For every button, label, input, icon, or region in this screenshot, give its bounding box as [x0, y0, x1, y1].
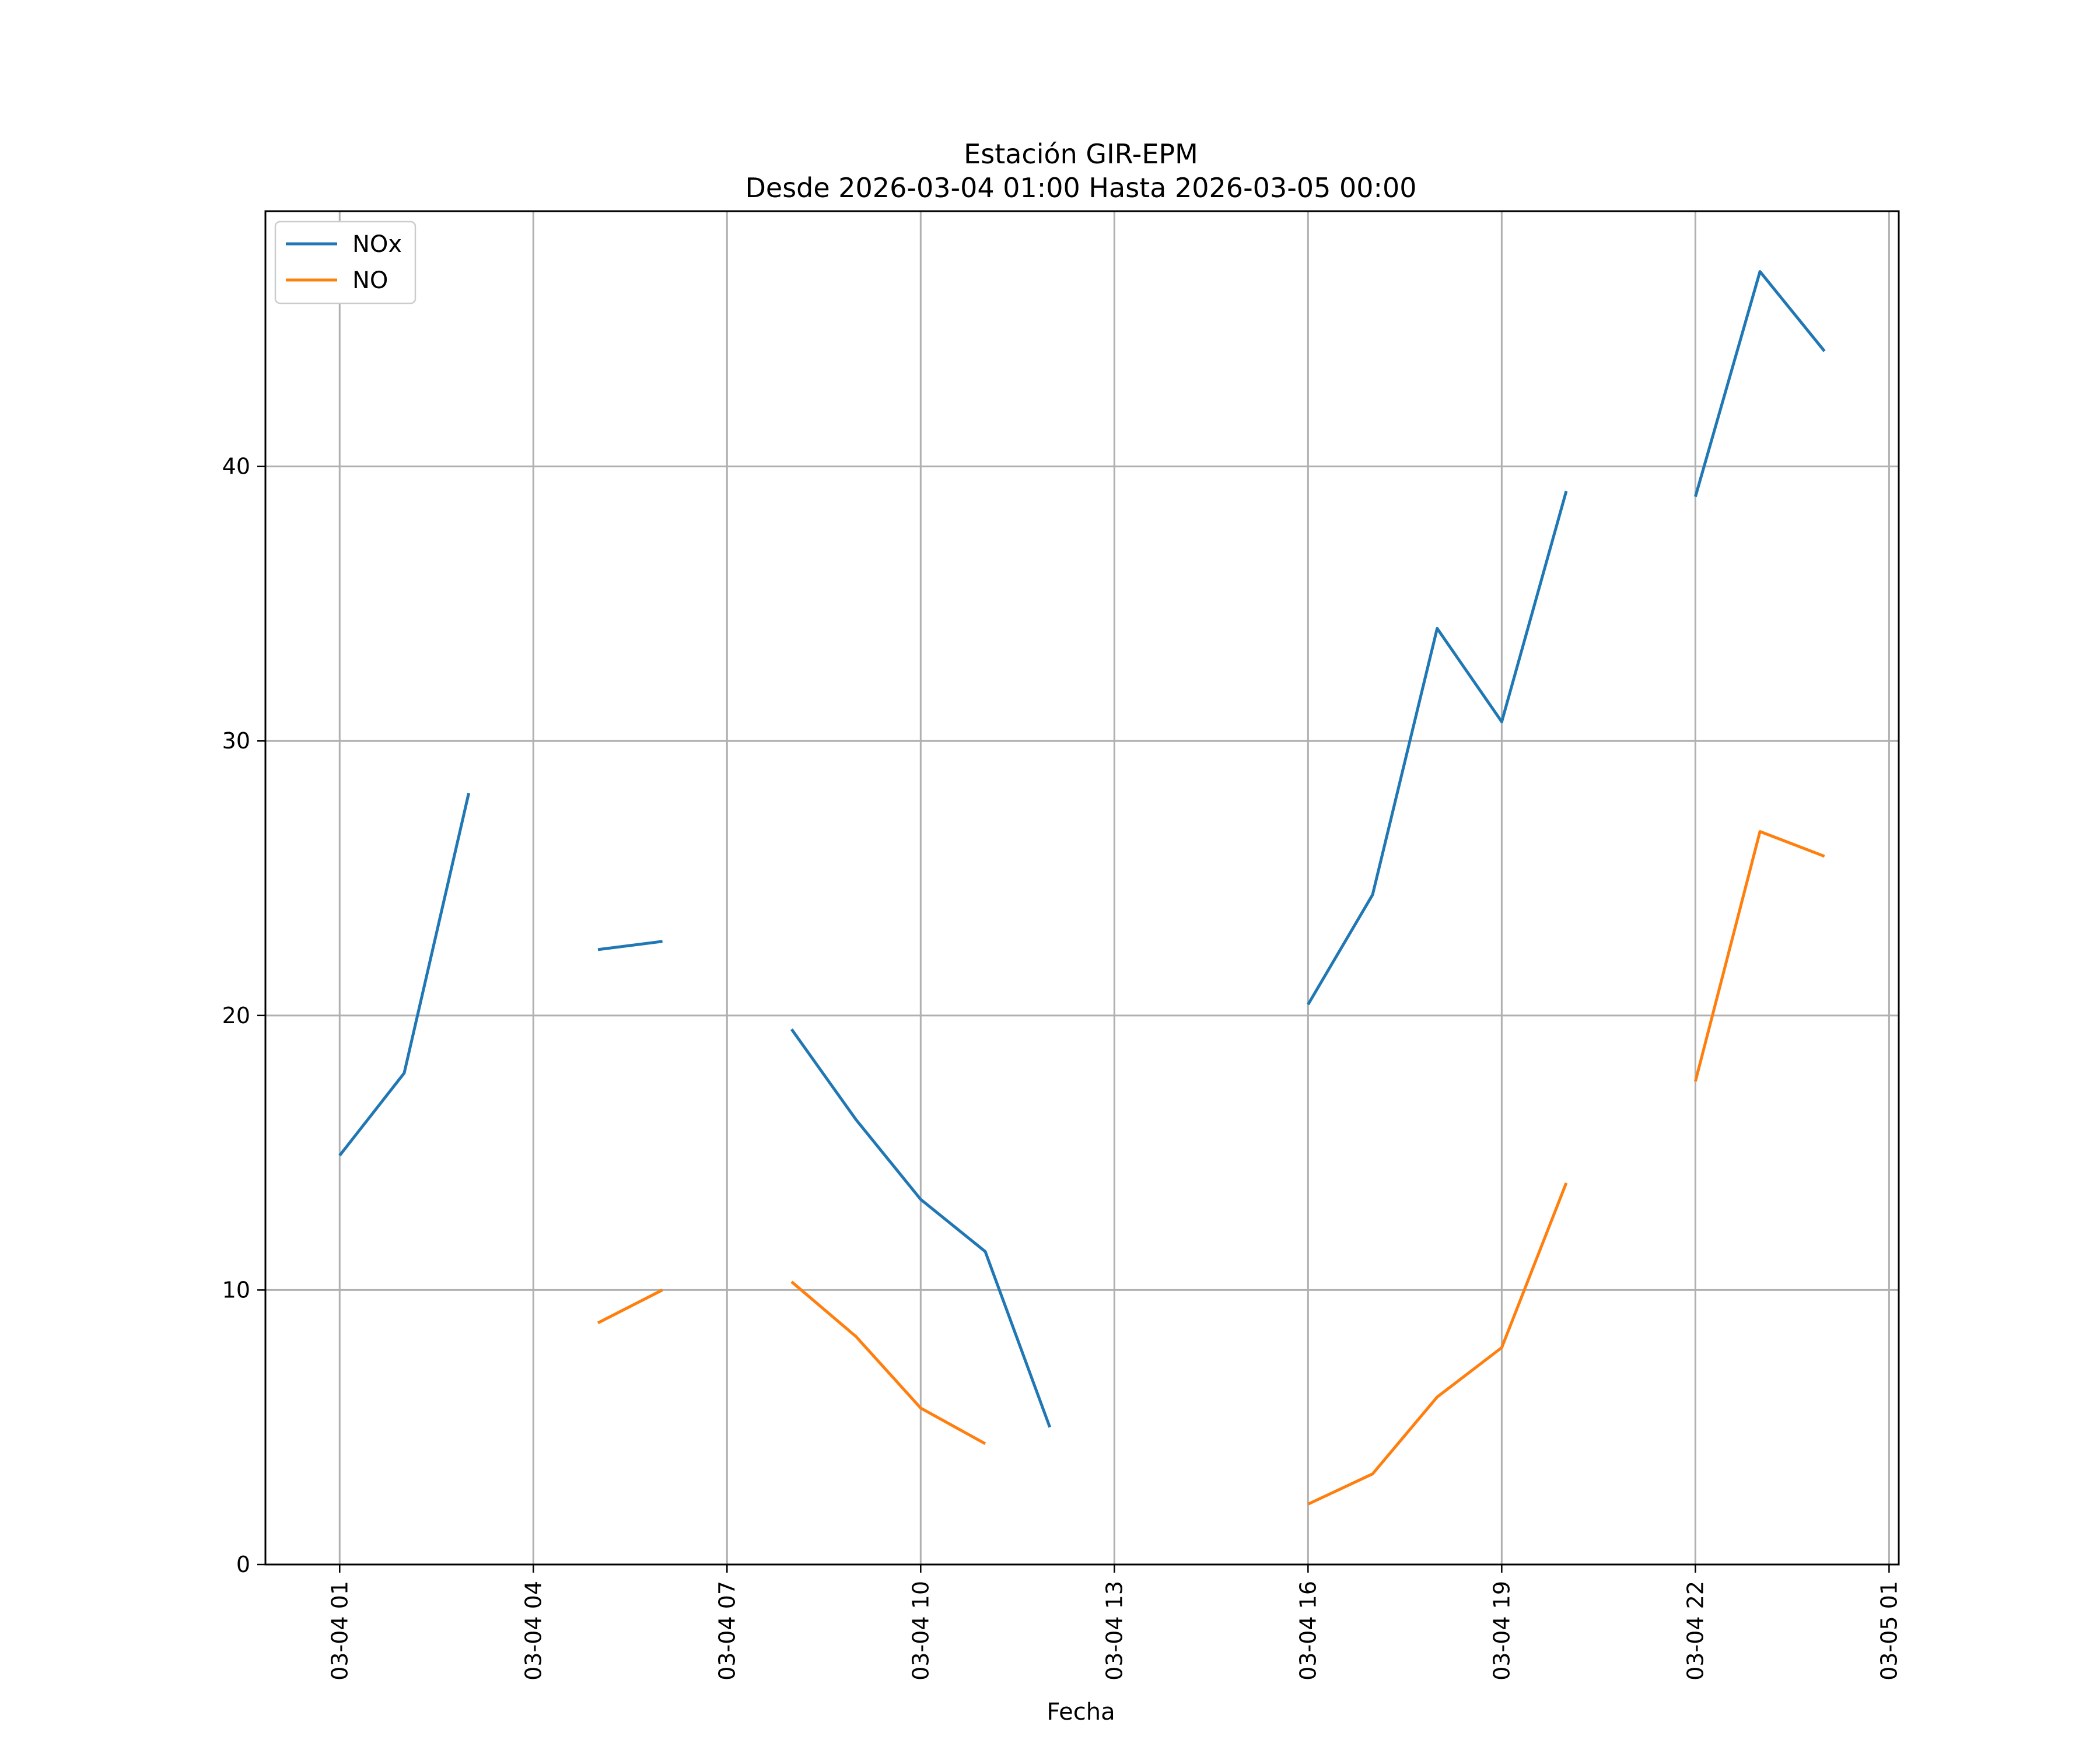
grid: [265, 211, 1899, 1566]
series-line-no: [597, 1289, 663, 1325]
series-line-no: [1693, 830, 1825, 1082]
x-tick-label: 03-04 10: [908, 1581, 933, 1681]
series-no: [597, 830, 1825, 1506]
axis-ticks: 03-04 01 03-04 04 03-04 07 03-04 10 03-04 13…: [222, 454, 1902, 1681]
series-line-no: [1307, 1182, 1568, 1506]
y-tick-label: 0: [236, 1552, 250, 1577]
legend: NOx NO: [274, 220, 416, 304]
y-tick-label: 10: [222, 1277, 250, 1303]
legend-label-no: NO: [352, 267, 388, 294]
series-line-nox: [1307, 491, 1568, 1006]
legend-label-nox: NOx: [352, 231, 402, 258]
x-axis-label: Fecha: [1046, 1699, 1115, 1726]
x-tick-label: 03-04 16: [1295, 1581, 1321, 1681]
series-lines: [338, 270, 1826, 1506]
series-line-no: [790, 1280, 986, 1446]
chart-title: Estación GIR-EPM: [964, 138, 1198, 170]
x-tick-label: 03-04 01: [327, 1581, 352, 1681]
chart-subtitle: Desde 2026-03-04 01:00 Hasta 2026-03-05 …: [745, 172, 1416, 204]
series-line-nox: [790, 1028, 1052, 1428]
y-tick-label: 20: [222, 1003, 250, 1028]
y-tick-label: 30: [222, 728, 250, 754]
x-tick-label: 03-04 13: [1101, 1581, 1127, 1681]
series-line-nox: [597, 940, 663, 951]
x-tick-label: 03-04 07: [714, 1581, 740, 1681]
x-tick-label: 03-04 22: [1682, 1581, 1708, 1681]
x-tick-label: 03-05 01: [1876, 1581, 1902, 1681]
series-line-nox: [1693, 270, 1826, 498]
series-line-nox: [338, 793, 471, 1157]
legend-box: [274, 220, 416, 304]
x-tick-label: 03-04 19: [1489, 1581, 1514, 1681]
y-tick-label: 40: [222, 454, 250, 480]
series-nox: [338, 270, 1826, 1428]
x-tick-label: 03-04 04: [520, 1581, 546, 1681]
plot-frame: [264, 210, 1900, 1566]
